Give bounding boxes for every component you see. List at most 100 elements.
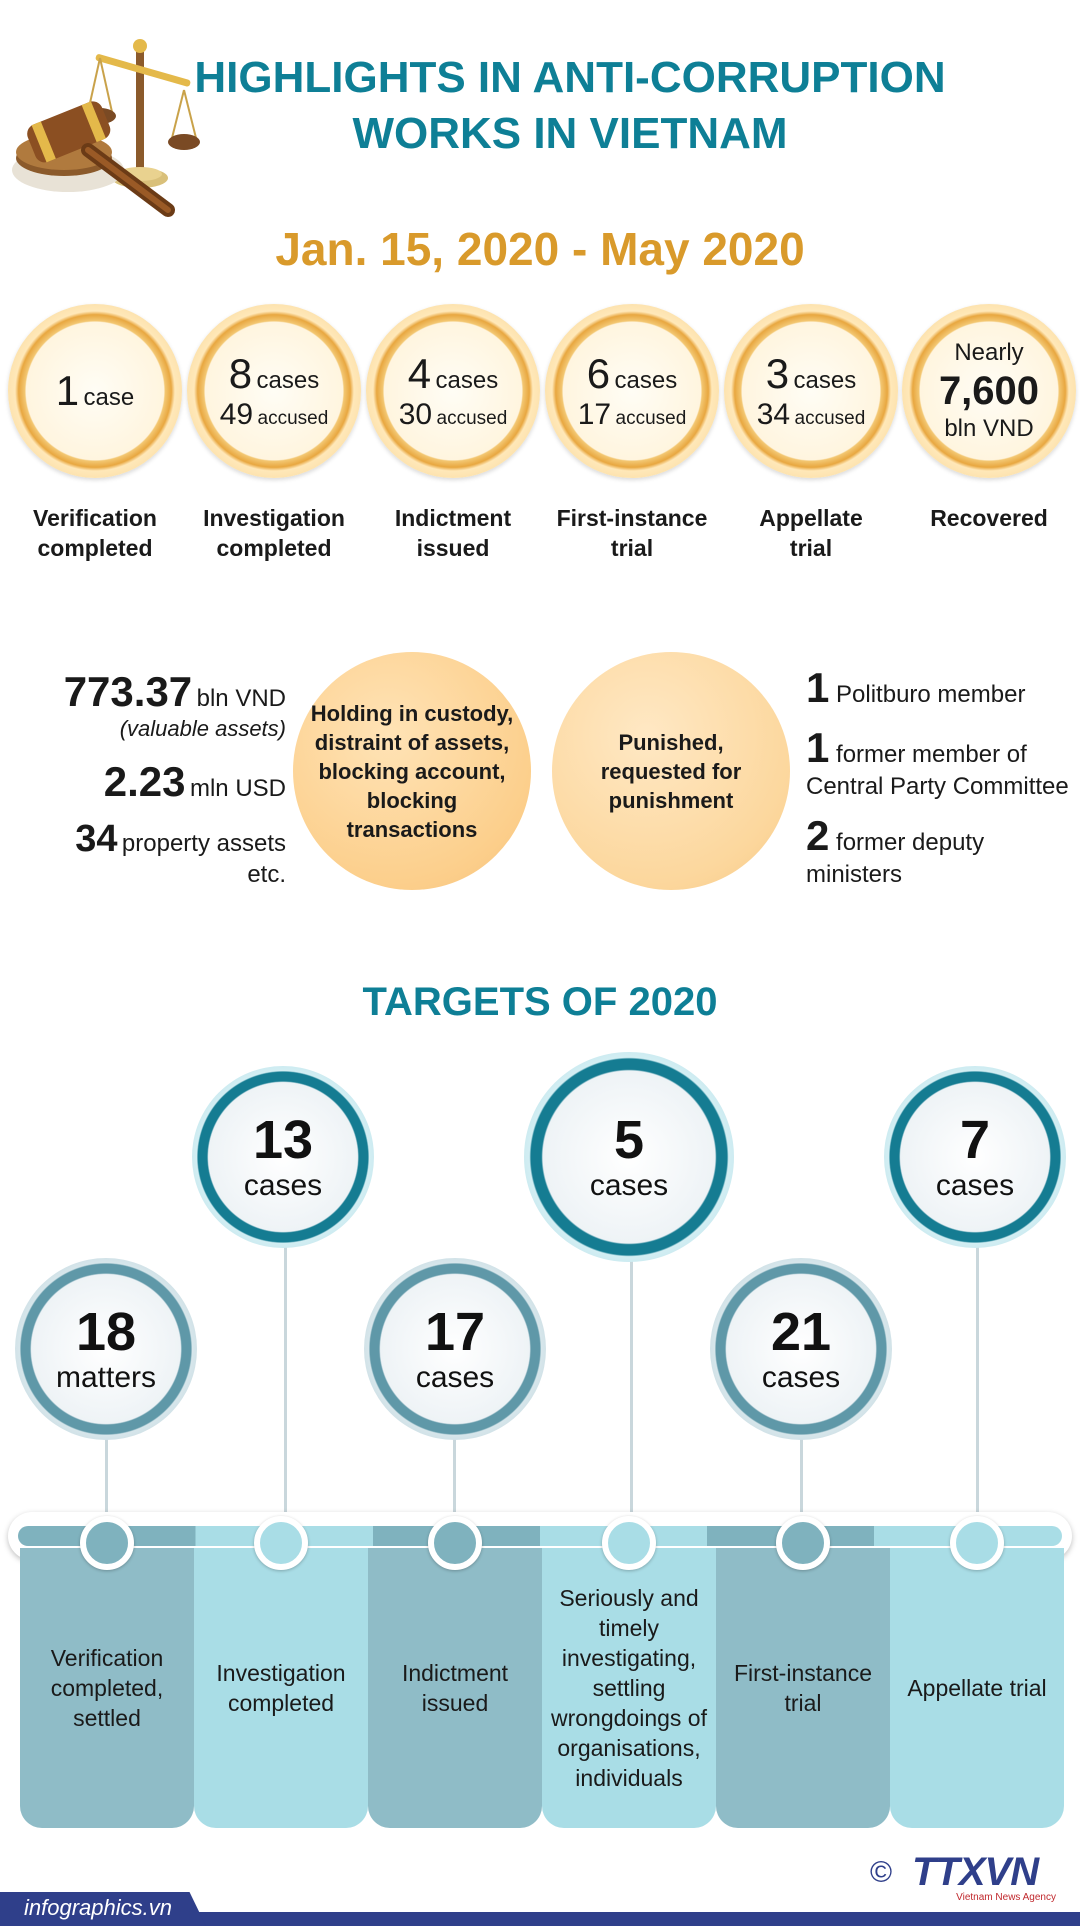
- stage-count: 1: [55, 367, 80, 414]
- punished-value: 1: [806, 664, 830, 711]
- custody-value: 34: [75, 818, 118, 860]
- stage-count: 6: [586, 350, 611, 397]
- stage-label-line: Recovered: [930, 505, 1048, 531]
- targets-title: TARGETS OF 2020: [362, 980, 718, 1024]
- accused-unit: accused: [615, 408, 687, 429]
- stage-label-line: Verification: [33, 505, 157, 531]
- custody-orb: Holding in custody, distraint of assets,…: [293, 652, 531, 890]
- connector-line: [453, 1420, 456, 1520]
- punished-orb: Punished, requested for punishment: [552, 652, 790, 890]
- custody-stat: 773.37 bln VND (valuable assets): [64, 668, 286, 742]
- target-circle: 5 cases: [524, 1052, 734, 1262]
- target-column: Indictment issued: [368, 1548, 542, 1828]
- connector-line: [976, 1232, 979, 1520]
- stage-label-line: trial: [789, 535, 833, 561]
- target-count: 7: [959, 1110, 991, 1170]
- target-unit: cases: [935, 1169, 1015, 1202]
- stage-label: Recovered: [901, 503, 1077, 533]
- timeline-dot: [602, 1516, 656, 1570]
- stage-count: 8: [228, 350, 253, 397]
- stage-label: Appellate trial: [723, 503, 899, 563]
- target-label: Appellate trial: [907, 1675, 1047, 1701]
- copyright-symbol: ©: [870, 1856, 893, 1889]
- recovered-ring: Nearly 7,600 bln VND: [902, 304, 1076, 478]
- stage-count: 4: [407, 350, 432, 397]
- agency-logo-text: TTXVN: [912, 1850, 1039, 1894]
- punished-text: ministers: [806, 861, 903, 888]
- target-count: 13: [252, 1110, 314, 1170]
- target-count: 17: [424, 1302, 486, 1362]
- stage-ring: 6 cases 17 accused: [545, 304, 719, 478]
- punished-orb-text: Punished, requested for punishment: [600, 729, 742, 813]
- target-column: Verification completed, settled: [20, 1548, 194, 1828]
- custody-note: etc.: [247, 861, 286, 888]
- connector-line: [105, 1420, 108, 1520]
- stage-unit: cases: [614, 367, 678, 394]
- target-label: Investigation completed: [216, 1660, 346, 1716]
- stage-unit: case: [83, 384, 135, 411]
- punished-value: 1: [806, 724, 830, 771]
- target-unit: cases: [415, 1361, 495, 1394]
- punished-value: 2: [806, 812, 830, 859]
- site-link[interactable]: infographics.vn: [24, 1895, 172, 1920]
- custody-unit: mln USD: [189, 775, 286, 802]
- custody-unit: property assets: [121, 830, 286, 857]
- punished-text: Politburo member: [836, 681, 1026, 708]
- target-column: Seriously and timely investigating, sett…: [542, 1548, 716, 1828]
- stage-ring: 8 cases 49 accused: [187, 304, 361, 478]
- target-column: Appellate trial: [890, 1548, 1064, 1828]
- punished-text: former member of: [836, 741, 1027, 768]
- stage-label-line: trial: [610, 535, 654, 561]
- timeline-track: [18, 1526, 1062, 1546]
- period-heading: Jan. 15, 2020 - May 2020: [275, 223, 805, 275]
- punished-text: former deputy: [836, 829, 985, 856]
- stage-count: 3: [765, 350, 790, 397]
- recovered-unit: bln VND: [944, 415, 1034, 442]
- page-title: HIGHLIGHTS IN ANTI-CORRUPTION WORKS IN V…: [180, 50, 960, 162]
- timeline-dot: [428, 1516, 482, 1570]
- target-circle: 13 cases: [192, 1066, 374, 1248]
- accused-count: 34: [756, 398, 791, 431]
- custody-stat: 34 property assets etc.: [75, 818, 286, 889]
- target-unit: matters: [55, 1361, 157, 1394]
- timeline-dot: [80, 1516, 134, 1570]
- stage-label: Investigation completed: [186, 503, 362, 563]
- site-tab[interactable]: infographics.vn: [0, 1892, 206, 1926]
- connector-line: [284, 1232, 287, 1520]
- stage-ring: 1 case: [8, 304, 182, 478]
- stage-label-line: completed: [216, 535, 332, 561]
- target-unit: cases: [589, 1169, 669, 1202]
- accused-unit: accused: [257, 408, 329, 429]
- accused-unit: accused: [794, 408, 866, 429]
- target-circle: 17 cases: [364, 1258, 546, 1440]
- punished-stat: 1 former member of Central Party Committ…: [806, 727, 1069, 803]
- target-unit: cases: [761, 1361, 841, 1394]
- stage-label-line: Investigation: [203, 505, 345, 531]
- agency-sub-text: Vietnam News Agency: [956, 1892, 1056, 1903]
- custody-value: 773.37: [63, 668, 193, 715]
- target-column: First-instance trial: [716, 1548, 890, 1828]
- custody-value: 2.23: [103, 758, 186, 805]
- target-label: First-instance trial: [733, 1660, 873, 1716]
- target-label: Verification completed, settled: [50, 1645, 164, 1731]
- title-line-1: HIGHLIGHTS IN ANTI-CORRUPTION: [194, 53, 946, 102]
- stage-label-line: Appellate: [759, 505, 863, 531]
- custody-orb-text: Holding in custody, distraint of assets,…: [310, 700, 514, 842]
- target-count: 5: [613, 1110, 645, 1170]
- punished-stat: 1 Politburo member: [806, 667, 1026, 711]
- stage-unit: cases: [793, 367, 857, 394]
- target-circle: 18 matters: [15, 1258, 197, 1440]
- accused-count: 30: [398, 398, 433, 431]
- stage-ring: 3 cases 34 accused: [724, 304, 898, 478]
- target-circle: 21 cases: [710, 1258, 892, 1440]
- custody-unit: bln VND: [196, 685, 286, 712]
- timeline-dot: [776, 1516, 830, 1570]
- recovered-prefix: Nearly: [954, 339, 1024, 366]
- connector-line: [630, 1242, 633, 1520]
- connector-line: [800, 1420, 803, 1520]
- target-column: Investigation completed: [194, 1548, 368, 1828]
- punished-stat: 2 former deputy ministers: [806, 815, 985, 891]
- timeline-dot: [254, 1516, 308, 1570]
- recovered-amount: 7,600: [938, 369, 1040, 413]
- stage-label-line: First-instance: [556, 505, 708, 531]
